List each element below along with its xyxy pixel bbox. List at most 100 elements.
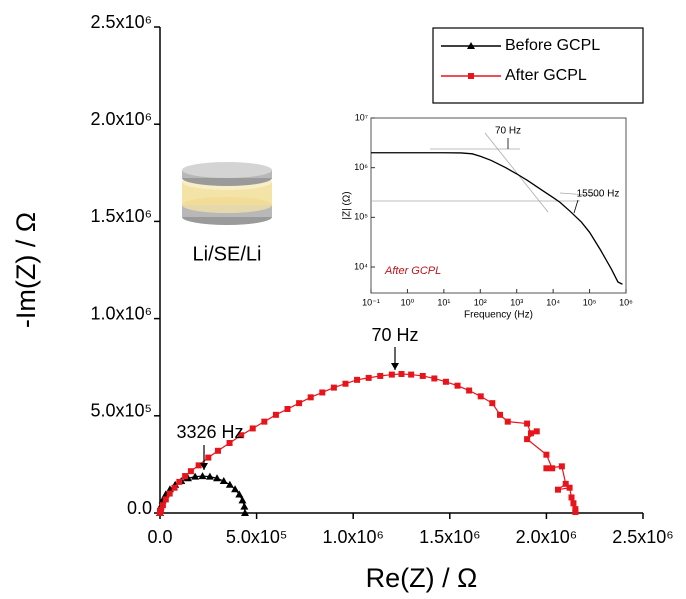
marker xyxy=(431,375,438,382)
marker xyxy=(543,465,550,472)
guide-line xyxy=(559,192,603,197)
electrolyte xyxy=(182,197,272,213)
y-tick-label: 1.0x10⁶ xyxy=(91,303,152,323)
marker xyxy=(568,494,575,501)
marker xyxy=(466,387,473,394)
marker xyxy=(489,400,496,407)
marker xyxy=(365,374,372,381)
marker xyxy=(241,509,250,516)
marker xyxy=(554,486,561,493)
inset-arrow xyxy=(573,199,579,214)
inset-x-tick-label: 10² xyxy=(474,297,487,307)
marker xyxy=(524,436,531,443)
inset-annotation: After GCPL xyxy=(384,265,441,277)
marker xyxy=(238,432,245,439)
inset-annotation: 15500 Hz xyxy=(577,189,620,200)
inset-annotation: 70 Hz xyxy=(495,126,521,137)
y-tick-label: 0.0 xyxy=(127,498,152,518)
marker xyxy=(527,430,534,437)
marker xyxy=(419,372,426,379)
cell-illustration xyxy=(182,162,272,225)
marker xyxy=(497,411,504,418)
inset-x-tick-label: 10⁰ xyxy=(401,297,415,307)
marker xyxy=(249,425,256,432)
marker xyxy=(198,472,207,480)
marker xyxy=(162,496,169,503)
marker xyxy=(549,465,556,472)
marker xyxy=(176,478,183,485)
marker xyxy=(272,411,279,418)
marker xyxy=(182,473,189,480)
marker xyxy=(226,440,233,447)
x-tick-label: 1.0x10⁶ xyxy=(322,527,383,547)
inset-y-axis-title: |Z| (Ω) xyxy=(342,191,353,219)
marker xyxy=(171,484,178,491)
data-line xyxy=(159,373,576,514)
marker xyxy=(159,502,166,509)
marker xyxy=(157,507,164,514)
marker xyxy=(533,428,540,435)
data-line xyxy=(159,475,246,514)
marker xyxy=(398,371,405,378)
marker xyxy=(558,463,565,470)
marker xyxy=(388,371,395,378)
inset-x-tick-label: 10⁶ xyxy=(619,297,633,307)
marker xyxy=(214,447,221,454)
marker xyxy=(261,418,268,425)
inset-y-tick-label: 10⁵ xyxy=(354,212,368,222)
guide-line xyxy=(484,132,549,213)
legend-label: Before GCPL xyxy=(505,37,600,54)
marker xyxy=(572,509,579,516)
marker xyxy=(225,480,234,488)
inset-x-tick-label: 10⁻¹ xyxy=(362,297,380,307)
x-axis-title: Re(Z) / Ω xyxy=(366,563,478,593)
inset-x-tick-label: 10⁵ xyxy=(583,297,597,307)
marker xyxy=(231,485,240,493)
marker xyxy=(213,474,222,482)
inset-line xyxy=(371,152,623,285)
marker xyxy=(330,384,337,391)
marker xyxy=(354,376,361,383)
marker xyxy=(504,418,511,425)
marker xyxy=(195,462,202,469)
marker xyxy=(235,490,244,498)
legend-box xyxy=(432,27,644,104)
marker xyxy=(377,372,384,379)
annotation: 70 Hz xyxy=(371,325,418,345)
x-tick-label: 2.5x10⁶ xyxy=(612,527,673,547)
y-tick-label: 1.5x10⁶ xyxy=(91,206,152,226)
inset-x-axis-title: Frequency (Hz) xyxy=(464,310,533,321)
marker xyxy=(562,480,569,487)
inset-x-tick-label: 10³ xyxy=(510,297,523,307)
disk xyxy=(182,162,272,178)
inset-x-tick-label: 10¹ xyxy=(437,297,450,307)
marker xyxy=(468,73,474,79)
marker xyxy=(307,394,314,401)
marker xyxy=(319,389,326,396)
annotation: 3326 Hz xyxy=(176,422,243,442)
inset-frame xyxy=(370,117,627,294)
marker xyxy=(543,451,550,458)
inset-y-tick-label: 10⁴ xyxy=(354,261,368,271)
marker xyxy=(454,382,461,389)
x-tick-label: 1.5x10⁶ xyxy=(419,527,480,547)
marker xyxy=(187,468,194,475)
marker xyxy=(442,378,449,385)
inset-y-tick-label: 10⁶ xyxy=(354,162,368,172)
y-axis-title: -Im(Z) / Ω xyxy=(11,212,41,328)
x-tick-label: 0.0 xyxy=(147,527,172,547)
marker xyxy=(566,484,573,491)
x-tick-label: 2.0x10⁶ xyxy=(516,527,577,547)
marker xyxy=(205,454,212,461)
marker xyxy=(408,371,415,378)
marker xyxy=(296,400,303,407)
legend-label: After GCPL xyxy=(505,67,587,84)
marker xyxy=(467,42,475,49)
marker xyxy=(570,500,577,507)
annotation: Li/SE/Li xyxy=(193,243,262,265)
marker xyxy=(205,472,214,480)
marker xyxy=(240,502,249,510)
arrow-head xyxy=(200,463,208,470)
y-tick-label: 5.0x10⁵ xyxy=(90,401,152,421)
